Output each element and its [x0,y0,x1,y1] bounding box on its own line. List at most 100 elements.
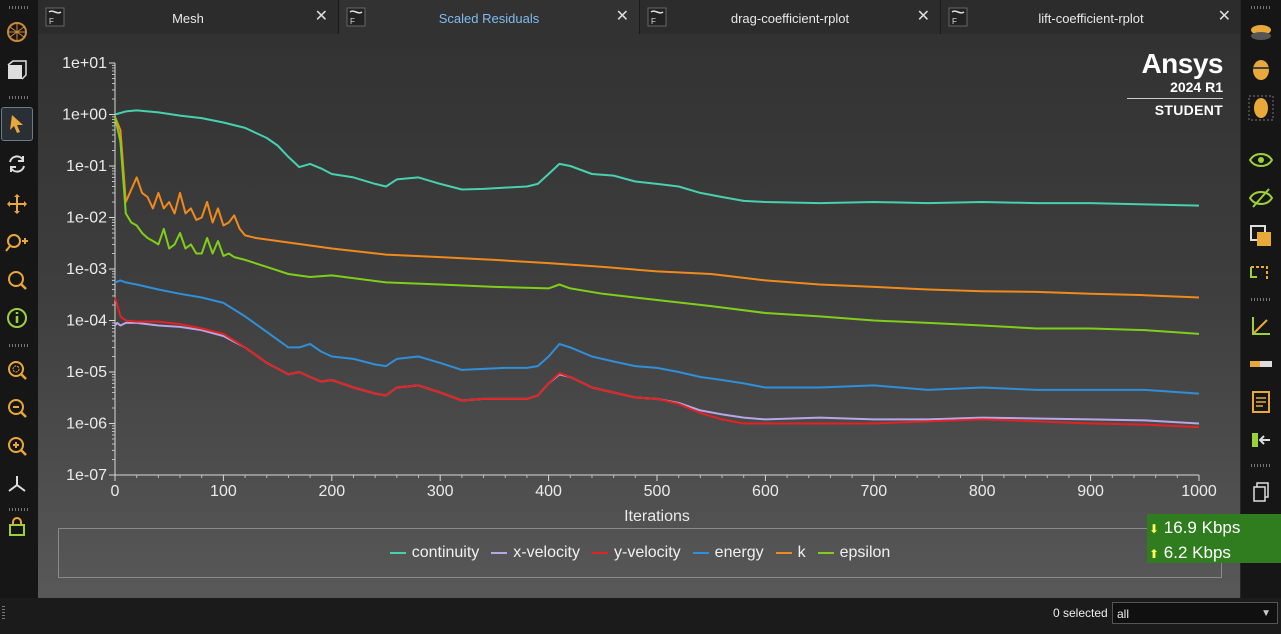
pan-icon[interactable] [2,188,32,220]
y-tick-label: 1e-03 [66,261,107,278]
export-icon[interactable] [1246,424,1276,456]
slider-icon[interactable] [1246,348,1276,380]
tab-lift-coefficient-rplot[interactable]: F lift-coefficient-rplot ✕ [941,0,1242,34]
mesh-display-icon[interactable] [2,16,32,48]
clip-icon[interactable] [1246,258,1276,290]
chevron-down-icon: ▼ [1261,608,1271,619]
axes-triad-icon[interactable] [2,468,32,500]
zoom-pan-icon[interactable] [2,226,32,258]
zoom-out-icon[interactable] [2,392,32,424]
disc-side-icon[interactable] [1246,54,1276,86]
upload-arrow-icon: ⬆ [1149,547,1160,561]
x-tick-label: 0 [111,483,120,500]
brand-edition: STUDENT [1154,102,1223,118]
chart-legend: continuity x-velocity y-velocity energy … [58,528,1222,578]
upload-speed: 6.2 Kbps [1163,543,1231,562]
view-cube-icon[interactable] [2,54,32,86]
brand-version: 2024 R1 [1170,79,1223,95]
legend-label: epsilon [839,544,891,561]
zoom-to-fit-icon[interactable] [2,354,32,386]
y-tick-label: 1e+01 [62,55,107,72]
y-tick-label: 1e-04 [66,313,107,330]
residuals-plot-panel: 1e+01 1e+00 1e-01 1e-02 1e-03 1e-04 1e-05 1e-06… [38,34,1241,598]
toolbar-grip[interactable] [9,96,29,99]
toolbar-grip[interactable] [9,508,29,511]
legend-item-k[interactable]: k [775,544,806,562]
legend-item-epsilon[interactable]: epsilon [817,544,891,562]
tab-bar: F Mesh ✕ F Scaled Residuals ✕ F drag-coe… [38,0,1242,34]
brand-name: Ansys [1141,48,1223,79]
residuals-chart: 1e+01 1e+00 1e-01 1e-02 1e-03 1e-04 1e-05 1e-06… [62,55,1217,525]
network-speed-indicator: ⬇ 16.9 Kbps ⬆ 6.2 Kbps [1147,514,1281,563]
close-icon[interactable]: ✕ [1217,8,1231,25]
report-icon[interactable] [1246,386,1276,418]
x-tick-label: 300 [427,483,454,500]
legend-label: k [797,544,806,561]
tab-scaled-residuals[interactable]: F Scaled Residuals ✕ [339,0,640,34]
chart-series [114,109,1200,429]
legend-label: x-velocity [513,544,580,561]
close-icon[interactable]: ✕ [916,8,930,25]
download-speed: 16.9 Kbps [1163,518,1241,537]
tab-mesh[interactable]: F Mesh ✕ [38,0,339,34]
fluent-file-icon: F [45,7,65,27]
zoom-icon[interactable] [2,264,32,296]
tab-drag-coefficient-rplot[interactable]: F drag-coefficient-rplot ✕ [640,0,941,34]
overlay-icon[interactable] [1246,220,1276,252]
x-tick-label: 800 [969,483,996,500]
series-line-y-velocity [114,297,1200,429]
series-line-k [114,116,1200,299]
status-grip [2,606,5,620]
selection-filter-dropdown[interactable]: all ▼ [1112,602,1278,624]
selection-filter-value: all [1117,607,1130,621]
fluent-file-icon: F [948,7,968,27]
pointer-select-icon[interactable] [1,107,33,141]
x-tick-label: 700 [860,483,887,500]
copy-icon[interactable] [1246,476,1276,508]
download-arrow-icon: ⬇ [1149,522,1160,536]
series-line-x-velocity [114,321,1200,425]
series-line-epsilon [114,116,1200,335]
toolbar-grip[interactable] [1251,298,1271,301]
x-tick-label: 400 [535,483,562,500]
legend-label: y-velocity [613,544,681,561]
y-tick-label: 1e-02 [66,210,107,227]
eye-show-icon[interactable] [1246,144,1276,176]
rotate-icon[interactable] [2,148,32,180]
y-tick-label: 1e-05 [66,364,107,381]
lock-icon[interactable] [2,510,32,542]
axes-icon[interactable] [1246,310,1276,342]
close-icon[interactable]: ✕ [314,8,328,25]
right-toolbar [1240,0,1281,600]
toolbar-grip[interactable] [1251,6,1271,9]
series-line-energy [114,279,1200,395]
fluent-file-icon: F [346,7,366,27]
x-tick-label: 600 [752,483,779,500]
y-tick-label: 1e-01 [66,158,107,175]
close-icon[interactable]: ✕ [615,8,629,25]
disc-top-icon[interactable] [1246,16,1276,48]
eye-hide-icon[interactable] [1246,182,1276,214]
x-tick-label: 1000 [1181,483,1217,500]
legend-item-continuity[interactable]: continuity [389,544,479,562]
toolbar-grip[interactable] [9,6,29,9]
probe-info-icon[interactable] [2,302,32,334]
toolbar-grip[interactable] [1251,464,1271,467]
disc-mesh-icon[interactable] [1246,92,1276,124]
selection-count: 0 selected [1053,606,1108,620]
legend-item-energy[interactable]: energy [692,544,764,562]
svg-text:F: F [49,17,54,26]
ansys-logo: Ansys 2024 R1 STUDENT [1127,48,1224,118]
zoom-in-icon[interactable] [2,430,32,462]
legend-item-x-velocity[interactable]: x-velocity [491,544,580,562]
x-tick-label: 200 [318,483,345,500]
left-toolbar [0,0,39,600]
toolbar-grip[interactable] [9,344,29,347]
tab-label: Scaled Residuals [438,11,540,26]
tab-label: lift-coefficient-rplot [1038,11,1144,26]
legend-item-y-velocity[interactable]: y-velocity [591,544,681,562]
x-tick-label: 500 [644,483,671,500]
status-bar: 0 selected all ▼ [0,598,1281,634]
y-tick-label: 1e+00 [62,107,107,124]
tab-label: drag-coefficient-rplot [730,11,850,26]
